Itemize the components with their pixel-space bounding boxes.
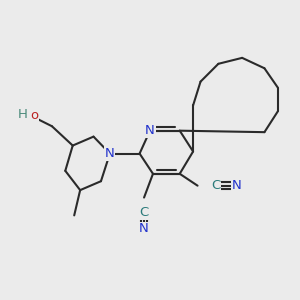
Text: C: C [211,179,220,192]
Text: N: N [231,179,241,192]
Text: N: N [139,222,149,235]
Text: H: H [17,108,27,121]
Text: N: N [105,147,115,160]
Text: C: C [140,206,149,219]
Text: N: N [145,124,155,137]
Text: o: o [30,109,38,122]
